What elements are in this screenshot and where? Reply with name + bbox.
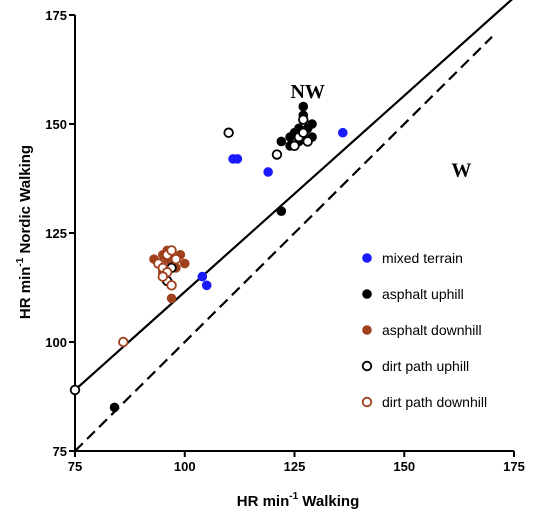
annotations: NW W	[290, 81, 471, 181]
point-mixed-terrain	[201, 280, 212, 291]
point-dirt-path-uphill	[69, 384, 81, 396]
region-label-nw: NW	[290, 81, 324, 103]
axes: 75 100 125 150 175 75 100 125 150 175	[45, 8, 525, 474]
legend-label-asphalt-downhill: asphalt downhill	[382, 322, 482, 338]
point-dirt-path-uphill	[223, 127, 234, 138]
data-points	[69, 101, 348, 413]
legend-marker-mixed-terrain	[362, 253, 372, 263]
legend-label-asphalt-uphill: asphalt uphill	[382, 286, 464, 302]
y-tick-label: 125	[45, 226, 67, 241]
x-tick-label: 75	[68, 459, 82, 474]
legend: mixed terrain asphalt uphill asphalt downh…	[361, 250, 487, 410]
regression-lines	[74, 0, 513, 452]
point-mixed-terrain	[263, 167, 273, 177]
point-dirt-path-downhill	[170, 253, 182, 265]
y-tick-label: 175	[45, 8, 67, 23]
legend-label-dirt-path-downhill: dirt path downhill	[382, 394, 487, 410]
point-dirt-path-uphill	[271, 149, 283, 160]
point-dirt-path-uphill	[302, 136, 313, 147]
y-tick-label: 75	[53, 444, 67, 459]
point-asphalt-uphill	[109, 402, 120, 413]
legend-marker-asphalt-uphill	[362, 289, 372, 299]
point-asphalt-uphill	[276, 136, 287, 147]
x-tick-label: 125	[284, 459, 306, 474]
x-tick-label: 150	[393, 459, 415, 474]
point-mixed-terrain	[197, 271, 208, 282]
x-tick-label: 175	[503, 459, 525, 474]
y-tick-label: 150	[45, 117, 67, 132]
x-tick-label: 100	[174, 459, 196, 474]
legend-marker-asphalt-downhill	[362, 325, 372, 335]
region-label-w: W	[451, 159, 471, 181]
y-tick-label: 100	[45, 335, 67, 350]
point-dirt-path-uphill	[289, 140, 300, 152]
point-asphalt-uphill	[307, 119, 317, 129]
legend-marker-dirt-path-uphill	[361, 360, 373, 372]
point-dirt-path-uphill	[298, 127, 309, 138]
point-asphalt-uphill	[276, 206, 287, 216]
point-dirt-path-downhill	[157, 271, 169, 282]
point-dirt-path-uphill	[298, 114, 309, 125]
regression-line-solid	[74, 0, 513, 391]
legend-label-mixed-terrain: mixed terrain	[382, 250, 463, 266]
legend-label-dirt-path-uphill: dirt path uphill	[382, 358, 469, 374]
point-asphalt-downhill	[179, 258, 190, 269]
x-axis-title: HR min-1 Walking	[237, 491, 360, 510]
point-mixed-terrain	[337, 127, 348, 138]
point-asphalt-downhill	[166, 293, 177, 304]
point-mixed-terrain	[232, 154, 243, 164]
point-asphalt-uphill	[298, 101, 309, 112]
legend-marker-dirt-path-downhill	[361, 396, 373, 408]
point-dirt-path-downhill	[118, 336, 129, 348]
point-dirt-path-downhill	[166, 245, 177, 256]
point-dirt-path-downhill	[166, 280, 177, 291]
y-axis-title: HR min-1 Nordic Walking	[15, 145, 34, 319]
identity-line-dashed	[74, 36, 493, 452]
